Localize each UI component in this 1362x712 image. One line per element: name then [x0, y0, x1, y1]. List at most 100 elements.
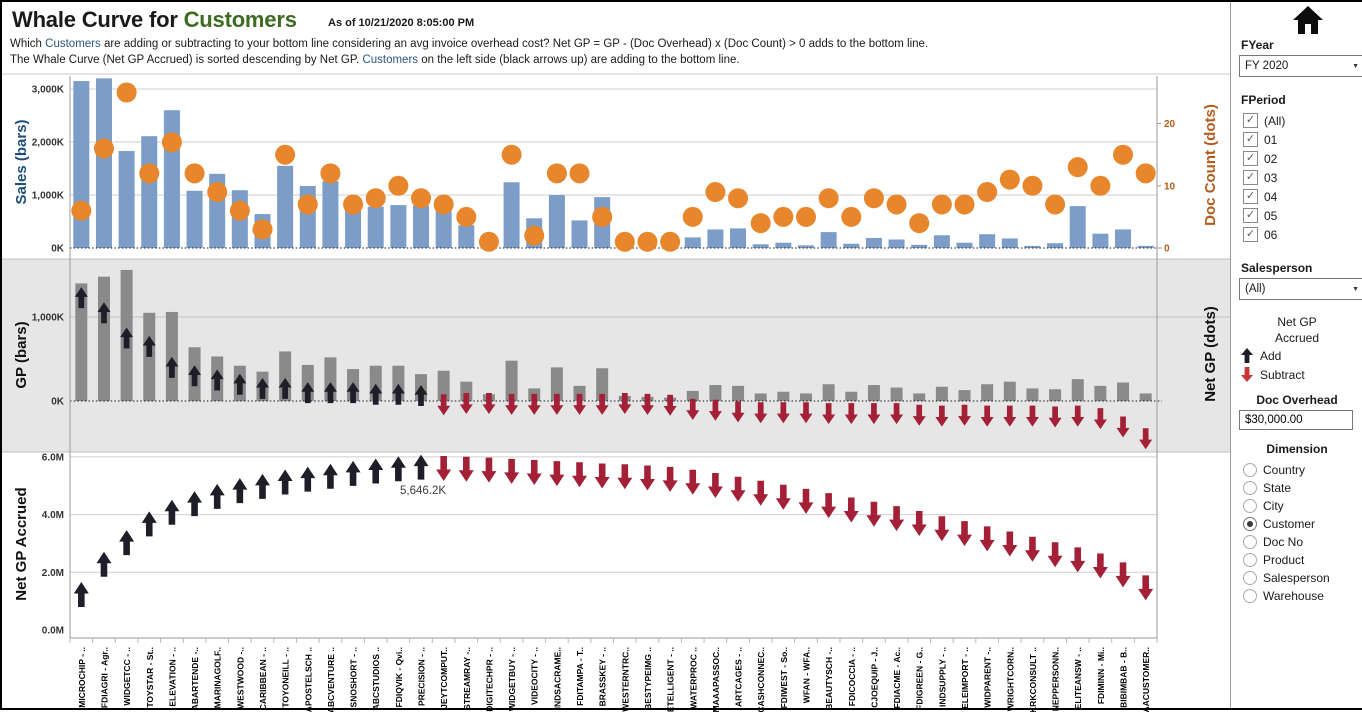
accrued-arrow[interactable] [1024, 536, 1040, 562]
doc-count-dot[interactable] [207, 182, 228, 203]
doc-count-dot[interactable] [863, 188, 884, 209]
doc-count-dot[interactable] [116, 82, 137, 103]
net-gp-arrow[interactable] [74, 287, 88, 309]
gp-bar[interactable] [437, 370, 450, 401]
accrued-arrow[interactable] [798, 488, 814, 514]
sales-bar[interactable] [186, 190, 203, 248]
gp-bar[interactable] [709, 385, 722, 401]
accrued-arrow[interactable] [526, 459, 542, 485]
sales-bar[interactable] [458, 225, 475, 248]
net-gp-arrow[interactable] [799, 402, 813, 424]
sales-bar[interactable] [979, 234, 996, 248]
dimension-radio-country[interactable]: Country [1243, 461, 1361, 479]
net-gp-arrow[interactable] [1003, 405, 1017, 427]
fperiod-checkbox-03[interactable]: ✓ 03 [1243, 168, 1361, 187]
gp-bar[interactable] [1139, 393, 1152, 401]
accrued-arrow[interactable] [254, 473, 270, 499]
gp-bar[interactable] [279, 351, 292, 401]
accrued-arrow[interactable] [1070, 547, 1086, 573]
sales-bar[interactable] [730, 228, 747, 248]
doc-count-dot[interactable] [478, 231, 499, 252]
doc-count-dot[interactable] [660, 231, 681, 252]
net-gp-arrow[interactable] [663, 394, 677, 416]
doc-count-dot[interactable] [1113, 144, 1134, 165]
doc-count-dot[interactable] [773, 206, 794, 227]
doc-count-dot[interactable] [456, 206, 477, 227]
doc-count-dot[interactable] [546, 163, 567, 184]
gp-bar[interactable] [97, 276, 110, 401]
fperiod-checkbox-04[interactable]: ✓ 04 [1243, 187, 1361, 206]
gp-bar[interactable] [1049, 389, 1062, 401]
accrued-arrow[interactable] [775, 484, 791, 510]
doc-count-dot[interactable] [728, 188, 749, 209]
doc-count-dot[interactable] [93, 138, 114, 159]
net-gp-arrow[interactable] [1071, 405, 1085, 427]
gp-bar[interactable] [1117, 382, 1130, 401]
net-gp-arrow[interactable] [754, 402, 768, 424]
accrued-arrow[interactable] [889, 506, 905, 532]
net-gp-arrow[interactable] [1139, 428, 1153, 450]
doc-count-dot[interactable] [1135, 163, 1156, 184]
accrued-arrow[interactable] [504, 458, 520, 484]
doc-overhead-input[interactable] [1239, 410, 1353, 430]
doc-count-dot[interactable] [1067, 157, 1088, 178]
sales-bar[interactable] [956, 242, 973, 248]
net-gp-arrow[interactable] [1025, 405, 1039, 427]
sales-bar[interactable] [435, 202, 452, 248]
doc-count-dot[interactable] [501, 144, 522, 165]
legend-add-item[interactable]: Add [1241, 348, 1281, 363]
net-gp-arrow[interactable] [142, 335, 156, 357]
dimension-radio-warehouse[interactable]: Warehouse [1243, 587, 1361, 605]
sales-bar[interactable] [684, 237, 701, 248]
net-gp-arrow[interactable] [505, 393, 519, 415]
gp-bar[interactable] [777, 391, 790, 401]
gp-bar[interactable] [913, 393, 926, 401]
accrued-arrow[interactable] [458, 456, 474, 482]
net-gp-arrow[interactable] [731, 401, 745, 423]
sales-bar[interactable] [1137, 245, 1154, 248]
doc-count-dot[interactable] [524, 225, 545, 246]
net-gp-arrow[interactable] [1093, 408, 1107, 430]
doc-count-dot[interactable] [1090, 175, 1111, 196]
sales-bar[interactable] [1069, 206, 1086, 248]
accrued-arrow[interactable] [345, 460, 361, 486]
net-gp-arrow[interactable] [958, 404, 972, 426]
net-gp-arrow[interactable] [822, 403, 836, 425]
sales-bar[interactable] [820, 232, 837, 248]
accrued-arrow[interactable] [1138, 575, 1154, 601]
accrued-arrow[interactable] [368, 458, 384, 484]
doc-count-dot[interactable] [1045, 194, 1066, 215]
net-gp-arrow[interactable] [391, 383, 405, 405]
sales-bar[interactable] [1024, 245, 1041, 248]
sales-bar[interactable] [345, 204, 362, 248]
doc-count-dot[interactable] [161, 132, 182, 153]
accrued-arrow[interactable] [662, 466, 678, 492]
gp-bar[interactable] [935, 386, 948, 401]
fperiod-checkbox-02[interactable]: ✓ 02 [1243, 149, 1361, 168]
accrued-arrow[interactable] [1047, 542, 1063, 568]
sales-bar[interactable] [1092, 233, 1109, 248]
gp-bar[interactable] [1094, 385, 1107, 401]
gp-bar[interactable] [732, 385, 745, 401]
accrued-arrow[interactable] [572, 462, 588, 488]
doc-count-dot[interactable] [411, 188, 432, 209]
gp-bar[interactable] [890, 387, 903, 401]
doc-count-dot[interactable] [592, 206, 613, 227]
net-gp-arrow[interactable] [912, 404, 926, 426]
doc-count-dot[interactable] [977, 182, 998, 203]
legend-subtract-item[interactable]: Subtract [1241, 367, 1305, 382]
net-gp-arrow[interactable] [97, 302, 111, 324]
dimension-radio-doc-no[interactable]: Doc No [1243, 533, 1361, 551]
accrued-arrow[interactable] [436, 455, 452, 481]
dimension-radio-product[interactable]: Product [1243, 551, 1361, 569]
net-gp-arrow[interactable] [323, 382, 337, 404]
net-gp-arrow[interactable] [301, 382, 315, 404]
sales-bar[interactable] [752, 244, 769, 248]
sales-bar[interactable] [707, 229, 724, 248]
doc-count-dot[interactable] [365, 188, 386, 209]
doc-count-dot[interactable] [1022, 175, 1043, 196]
dimension-radio-customer[interactable]: Customer [1243, 515, 1361, 533]
net-gp-arrow[interactable] [165, 356, 179, 378]
net-gp-arrow[interactable] [210, 369, 224, 391]
fperiod-checkbox-all[interactable]: ✓ (All) [1243, 111, 1361, 130]
